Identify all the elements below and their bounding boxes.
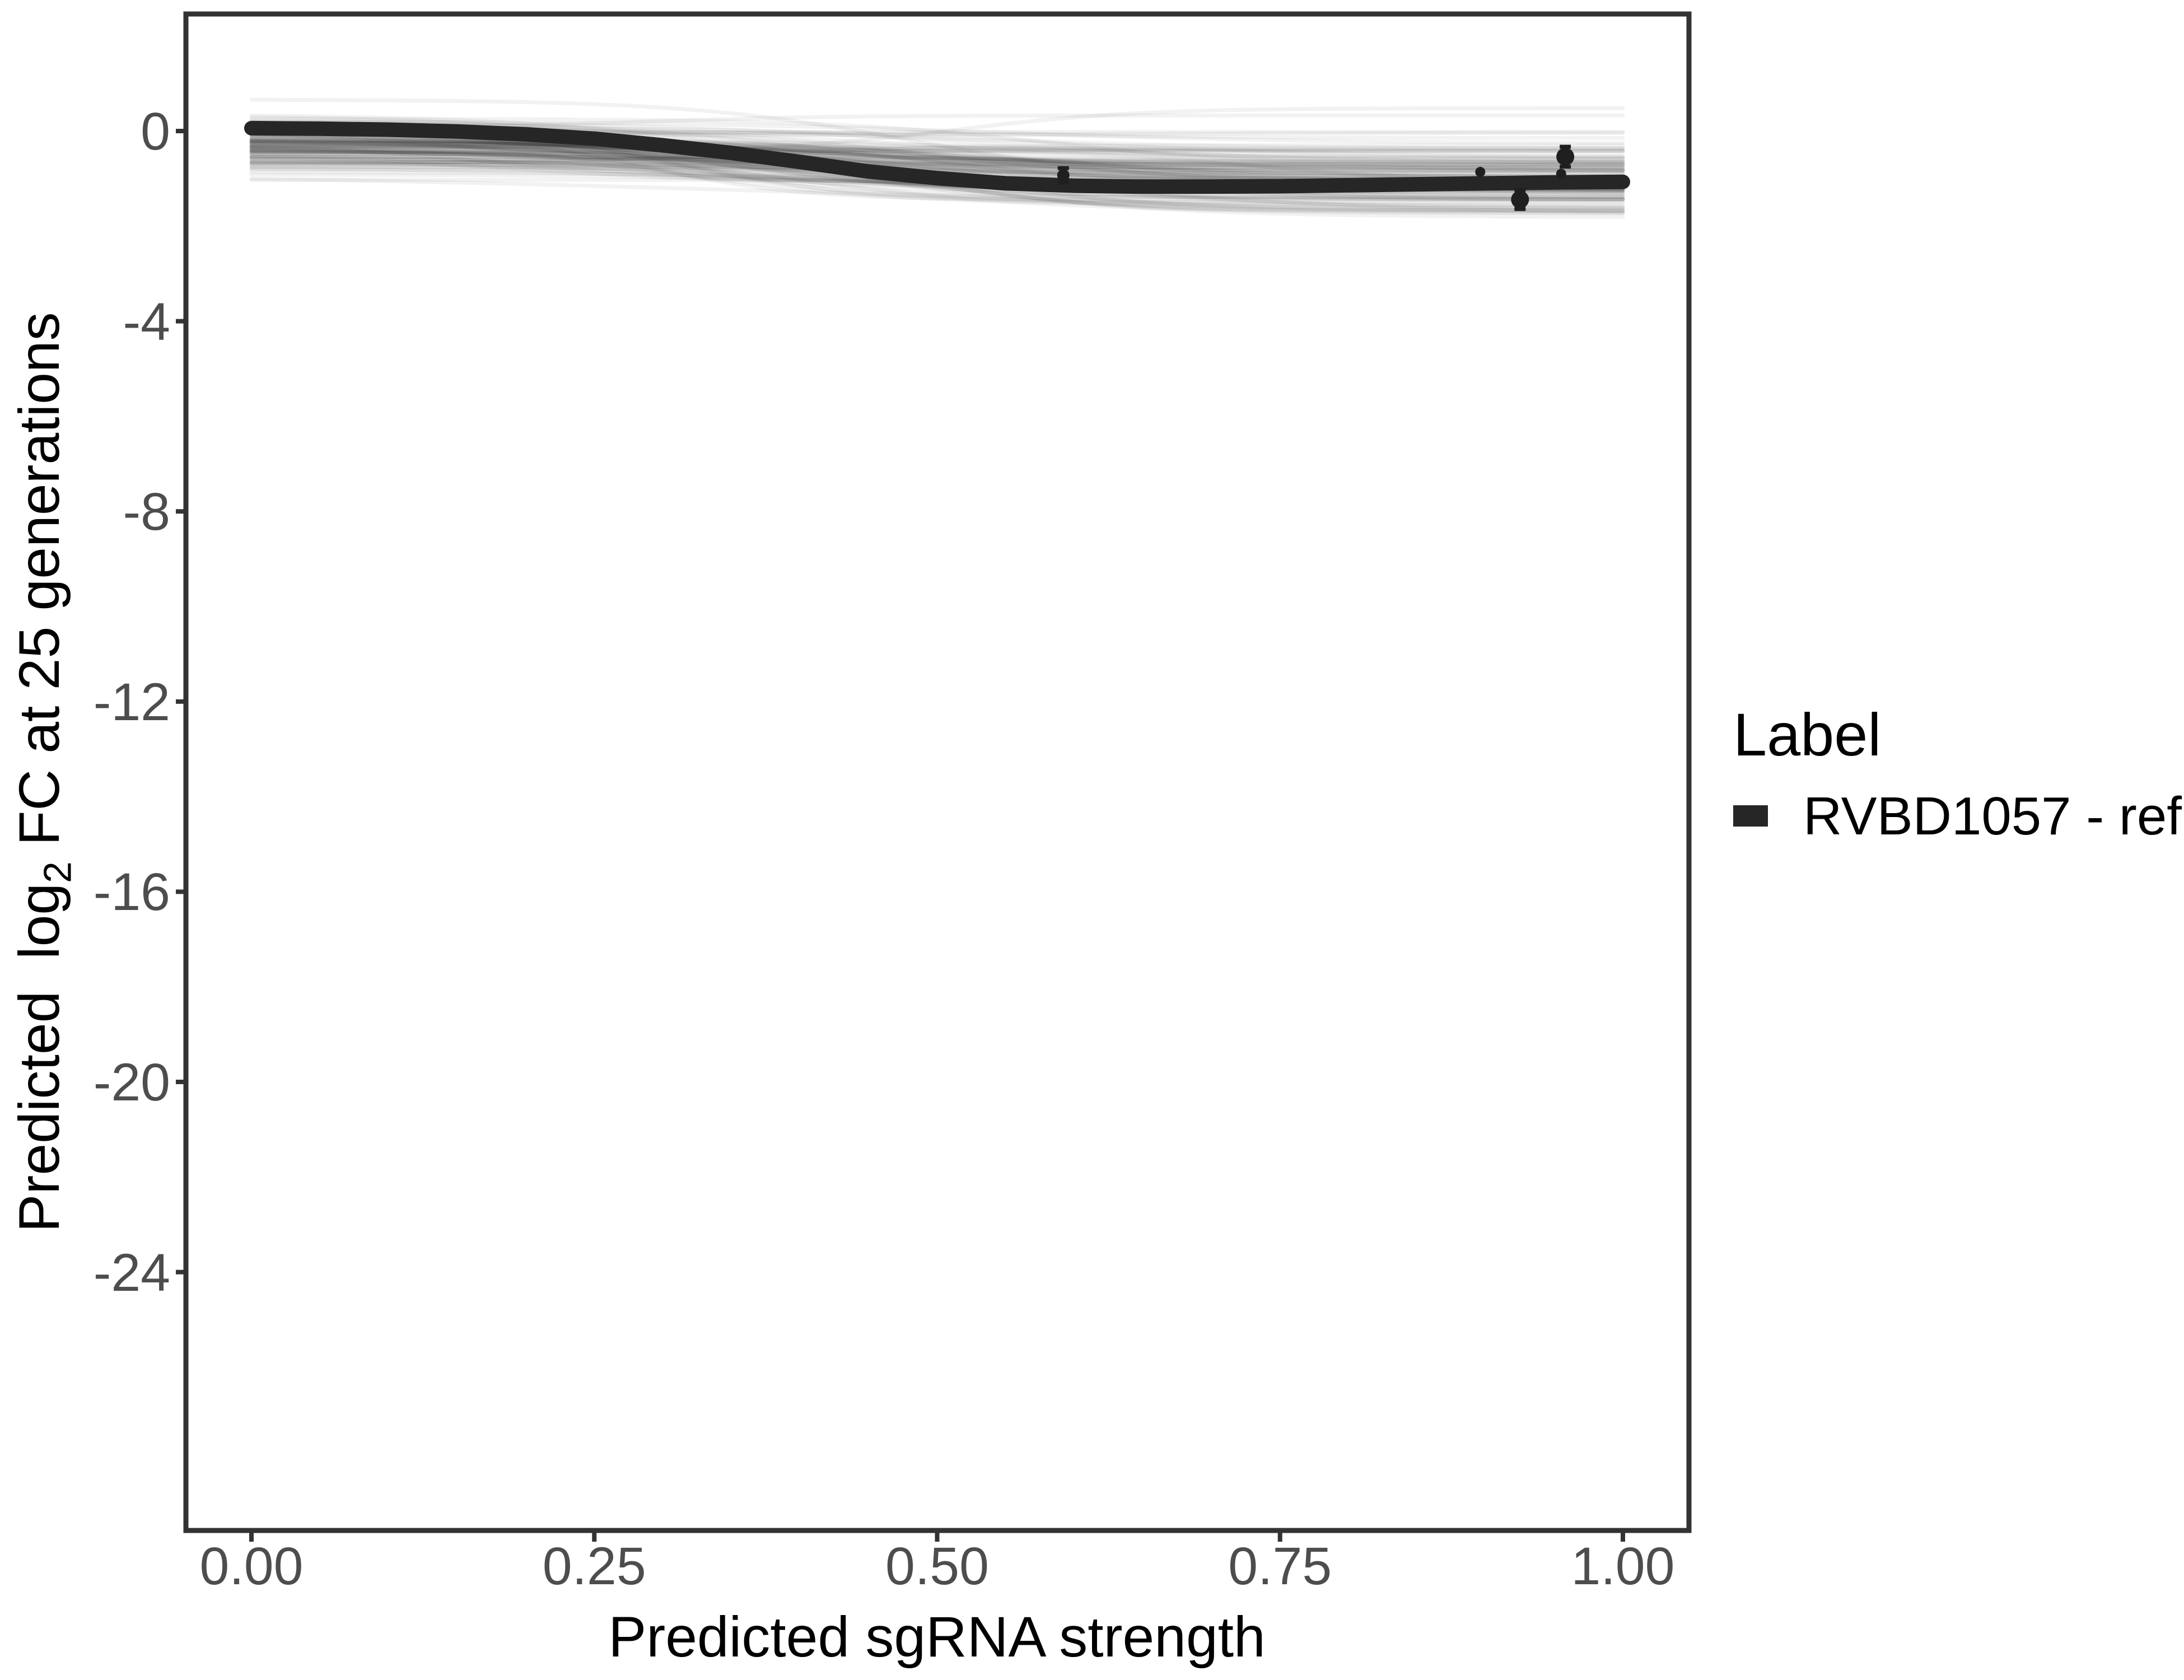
posterior-sample-line — [249, 161, 1625, 167]
posterior-sample-line — [249, 139, 1625, 172]
y-tick-label: -4 — [123, 292, 170, 352]
panel-border — [183, 11, 1692, 1533]
fit-curve-path — [244, 120, 1630, 194]
x-tick-label: 0.25 — [542, 1537, 646, 1596]
posterior-sample-line — [249, 155, 1625, 176]
x-tick-label: 0.75 — [1228, 1537, 1332, 1596]
legend-title: Label — [1733, 701, 1882, 768]
data-point — [1556, 147, 1575, 166]
posterior-sample-line — [249, 158, 1625, 179]
y-tick-label: -16 — [93, 862, 170, 922]
posterior-sample-lines — [249, 97, 1625, 219]
posterior-sample-line — [249, 148, 1625, 154]
posterior-sample-line — [249, 149, 1625, 172]
posterior-sample-line — [249, 138, 1625, 219]
posterior-sample-line — [249, 159, 1625, 175]
data-point — [1057, 169, 1070, 181]
posterior-sample-line — [249, 139, 1625, 167]
posterior-sample-line — [249, 157, 1625, 162]
posterior-sample-line — [249, 148, 1625, 207]
posterior-sample-line — [249, 139, 1625, 171]
legend-entry-label: RVBD1057 - ref — [1803, 786, 2182, 846]
y-tick-label: 0 — [141, 102, 170, 161]
data-point — [1475, 167, 1486, 178]
posterior-sample-line — [249, 141, 1625, 151]
y-axis-title: Predicted log2 FC at 25 generations — [3, 100, 80, 1444]
posterior-sample-line — [249, 132, 1625, 202]
y-axis-title-pre: Predicted log — [7, 883, 71, 1233]
data-point — [1556, 169, 1566, 179]
data-point — [1511, 190, 1529, 209]
posterior-sample-line — [249, 145, 1625, 167]
posterior-sample-line — [249, 138, 1625, 171]
posterior-sample-line — [249, 106, 1625, 154]
y-axis-title-subscript: 2 — [35, 861, 80, 883]
posterior-sample-line — [249, 143, 1625, 155]
legend-key-line-swatch — [1733, 805, 1768, 827]
posterior-sample-line — [249, 157, 1625, 170]
y-tick-label: -12 — [93, 672, 170, 732]
data-points — [1057, 144, 1575, 211]
posterior-sample-line — [249, 143, 1625, 165]
y-tick-label: -20 — [93, 1053, 170, 1112]
posterior-sample-line — [249, 148, 1625, 198]
posterior-sample-line — [249, 145, 1625, 161]
posterior-sample-line — [249, 145, 1625, 158]
posterior-sample-line — [249, 119, 1625, 160]
posterior-sample-line — [249, 147, 1625, 166]
posterior-sample-line — [249, 139, 1625, 214]
x-tick-label: 0.50 — [885, 1537, 989, 1596]
posterior-sample-line — [249, 140, 1625, 172]
posterior-sample-line — [249, 141, 1625, 178]
posterior-sample-line — [249, 148, 1625, 183]
posterior-sample-line — [249, 156, 1625, 174]
posterior-sample-line — [249, 164, 1625, 211]
posterior-sample-line — [249, 139, 1625, 153]
panel-border-and-ticks — [176, 11, 1692, 1542]
posterior-sample-line — [249, 150, 1625, 164]
posterior-sample-line — [249, 117, 1625, 168]
x-tick-label: 0.00 — [199, 1537, 304, 1596]
posterior-sample-line — [249, 148, 1625, 172]
posterior-sample-line — [249, 155, 1625, 161]
y-axis-title-post: FC at 25 generations — [7, 312, 71, 862]
posterior-sample-line — [249, 120, 1625, 179]
posterior-sample-line — [249, 146, 1625, 172]
posterior-sample-line — [249, 143, 1625, 199]
posterior-sample-line — [249, 120, 1625, 145]
y-tick-label: -24 — [93, 1243, 170, 1303]
posterior-sample-line — [249, 152, 1625, 180]
posterior-sample-line — [249, 143, 1625, 164]
x-axis-title: Predicted sgRNA strength — [608, 1605, 1266, 1669]
y-tick-label: -8 — [123, 482, 170, 542]
posterior-sample-line — [249, 160, 1625, 216]
x-tick-label: 1.00 — [1571, 1537, 1675, 1596]
posterior-sample-line — [249, 160, 1625, 216]
posterior-sample-line — [249, 152, 1625, 167]
fit-curve — [244, 120, 1630, 194]
posterior-sample-line — [249, 137, 1625, 164]
posterior-sample-line — [249, 177, 1625, 209]
posterior-sample-line — [249, 119, 1625, 165]
posterior-sample-line — [249, 161, 1625, 201]
posterior-sample-line — [249, 151, 1625, 169]
